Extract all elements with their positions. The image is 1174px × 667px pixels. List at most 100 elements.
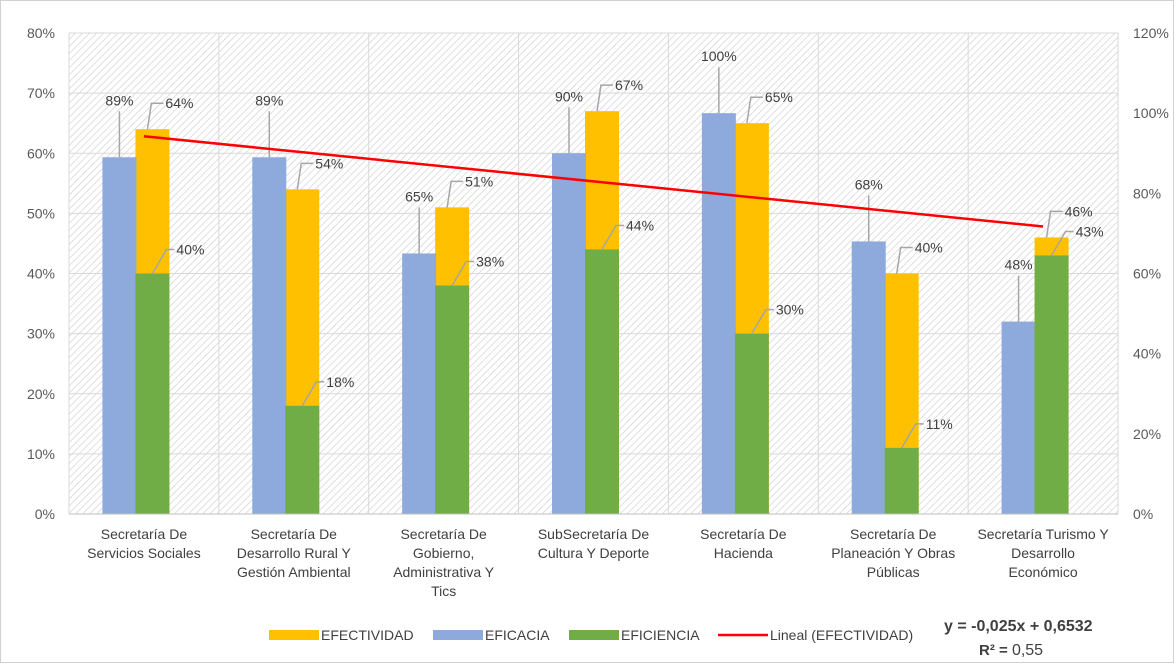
leader-line-eficiencia bbox=[901, 423, 924, 449]
r-squared-prefix: R² = bbox=[979, 642, 1012, 659]
data-label-eficacia: 65% bbox=[405, 188, 433, 204]
x-category-label-line: Públicas bbox=[867, 564, 920, 580]
bar-eficiencia bbox=[135, 273, 170, 514]
x-category-label: Secretaría De Servicios Sociales bbox=[87, 526, 201, 561]
y-left-tick-label: 0% bbox=[35, 506, 55, 522]
data-label-efectividad: 51% bbox=[465, 173, 493, 189]
data-label-efectividad: 67% bbox=[615, 77, 643, 93]
y-right-tick-label: 80% bbox=[1133, 185, 1161, 201]
bar-eficacia bbox=[252, 157, 287, 514]
bar-eficacia bbox=[851, 241, 886, 514]
leader-line-efectividad bbox=[1045, 210, 1063, 238]
legend-label-eficacia: EFICACIA bbox=[485, 627, 550, 643]
y-right-tick-label: 60% bbox=[1133, 266, 1161, 282]
x-category-label: Secretaría De Desarrollo Rural Y Gestión A… bbox=[237, 526, 352, 580]
legend-label-eficiencia: EFICIENCIA bbox=[621, 627, 700, 643]
data-label-eficacia: 100% bbox=[701, 48, 737, 64]
legend-label-efectividad: EFECTIVIDAD bbox=[321, 627, 414, 643]
r-squared-value: 0,55 bbox=[1012, 642, 1043, 659]
bar-eficiencia bbox=[884, 447, 919, 514]
x-category-label-line: Económico bbox=[1008, 564, 1077, 580]
leader-line-efectividad bbox=[296, 162, 314, 190]
x-category-label-line: Secretaría De bbox=[400, 526, 487, 542]
data-label-eficacia: 89% bbox=[105, 92, 133, 108]
bar-eficacia bbox=[1001, 321, 1036, 514]
leader-line-eficiencia bbox=[601, 224, 624, 250]
legend-label-trendline: Lineal (EFECTIVIDAD) bbox=[770, 627, 913, 643]
y-left-tick-label: 10% bbox=[27, 446, 55, 462]
leader-line-eficiencia bbox=[1050, 230, 1074, 256]
data-label-eficacia: 89% bbox=[255, 92, 283, 108]
data-label-eficiencia: 30% bbox=[776, 302, 804, 318]
r-squared: R² = 0,55 bbox=[979, 642, 1043, 659]
x-category-label: Secretaría De Planeación Y Obras Públicas bbox=[831, 526, 955, 580]
leader-line-efectividad bbox=[895, 246, 913, 274]
y-right-tick-label: 0% bbox=[1133, 506, 1153, 522]
data-label-eficiencia: 40% bbox=[176, 242, 204, 258]
y-left-tick-label: 60% bbox=[27, 145, 55, 161]
x-category-label-line: Planeación Y Obras bbox=[831, 545, 955, 561]
bar-eficacia bbox=[402, 253, 437, 515]
x-category-label: Secretaría De Hacienda bbox=[700, 526, 787, 561]
y-right-tick-label: 100% bbox=[1133, 105, 1169, 121]
trendline-equation: y = -0,025x + 0,6532 bbox=[944, 618, 1093, 635]
data-label-eficiencia: 43% bbox=[1076, 223, 1104, 239]
x-category-label-line: Hacienda bbox=[714, 545, 773, 561]
x-category-label-line: SubSecretaría De bbox=[538, 526, 649, 542]
x-category-label-line: Desarrollo Rural Y bbox=[237, 545, 352, 561]
bar-eficiencia bbox=[734, 333, 769, 514]
data-label-eficiencia: 44% bbox=[626, 217, 654, 233]
x-category-label-line: Gestión Ambiental bbox=[237, 564, 351, 580]
leader-line-eficiencia bbox=[751, 308, 774, 335]
x-category-label-line: Tics bbox=[431, 583, 456, 599]
x-category-label: Secretaría De Gobierno, Administrativa Y Ti… bbox=[393, 526, 495, 599]
x-category-label: SubSecretaría De Cultura Y Deporte bbox=[538, 526, 650, 561]
data-label-eficiencia: 38% bbox=[476, 254, 504, 270]
x-category-label-line: Administrativa Y bbox=[393, 564, 495, 580]
legend-swatch-efectividad bbox=[269, 630, 319, 640]
y-left-tick-label: 80% bbox=[27, 25, 55, 41]
leader-line-efectividad bbox=[596, 84, 613, 112]
x-category-label-line: Servicios Sociales bbox=[87, 545, 201, 561]
bar-eficacia bbox=[701, 113, 736, 515]
x-category-label-line: Secretaría De bbox=[850, 526, 937, 542]
x-category-label-line: Secretaría De bbox=[700, 526, 787, 542]
data-label-eficacia: 68% bbox=[855, 176, 883, 192]
data-label-efectividad: 65% bbox=[765, 89, 793, 105]
data-label-efectividad: 40% bbox=[915, 240, 943, 256]
y-right-tick-label: 40% bbox=[1133, 346, 1161, 362]
y-left-tick-label: 40% bbox=[27, 266, 55, 282]
leader-line-eficiencia bbox=[151, 248, 175, 274]
y-right-tick-label: 20% bbox=[1133, 426, 1161, 442]
data-label-efectividad: 64% bbox=[165, 95, 193, 111]
leader-line-efectividad bbox=[146, 102, 164, 130]
data-label-eficiencia: 11% bbox=[926, 416, 953, 432]
x-category-label-line: Desarrollo bbox=[1011, 545, 1075, 561]
legend-swatch-eficacia bbox=[433, 630, 483, 640]
bar-eficiencia bbox=[435, 285, 470, 514]
x-category-label-line: Gobierno, bbox=[413, 545, 474, 561]
bar-eficiencia bbox=[285, 405, 320, 514]
x-category-label: Secretaría Turismo Y Desarrollo Económico bbox=[977, 526, 1109, 580]
x-category-label-line: Secretaría De bbox=[101, 526, 188, 542]
data-label-eficiencia: 18% bbox=[326, 374, 354, 390]
leader-line-efectividad bbox=[446, 180, 464, 208]
data-label-efectividad: 54% bbox=[315, 155, 343, 171]
leader-line-eficiencia bbox=[451, 260, 475, 286]
y-left-tick-label: 20% bbox=[27, 386, 55, 402]
y-left-tick-label: 70% bbox=[27, 85, 55, 101]
y-left-tick-label: 30% bbox=[27, 326, 55, 342]
leader-line-eficiencia bbox=[301, 381, 325, 407]
legend-swatch-eficiencia bbox=[569, 630, 619, 640]
x-category-label-line: Cultura Y Deporte bbox=[538, 545, 650, 561]
x-category-label-line: Secretaría Turismo Y bbox=[977, 526, 1109, 542]
y-right-tick-label: 120% bbox=[1133, 25, 1169, 41]
bar-eficiencia bbox=[1034, 255, 1069, 514]
data-label-eficacia: 90% bbox=[555, 88, 583, 104]
leader-line-efectividad bbox=[746, 96, 763, 124]
x-category-label-line: Secretaría De bbox=[251, 526, 338, 542]
y-left-tick-label: 50% bbox=[27, 205, 55, 221]
data-label-eficacia: 48% bbox=[1005, 257, 1033, 273]
